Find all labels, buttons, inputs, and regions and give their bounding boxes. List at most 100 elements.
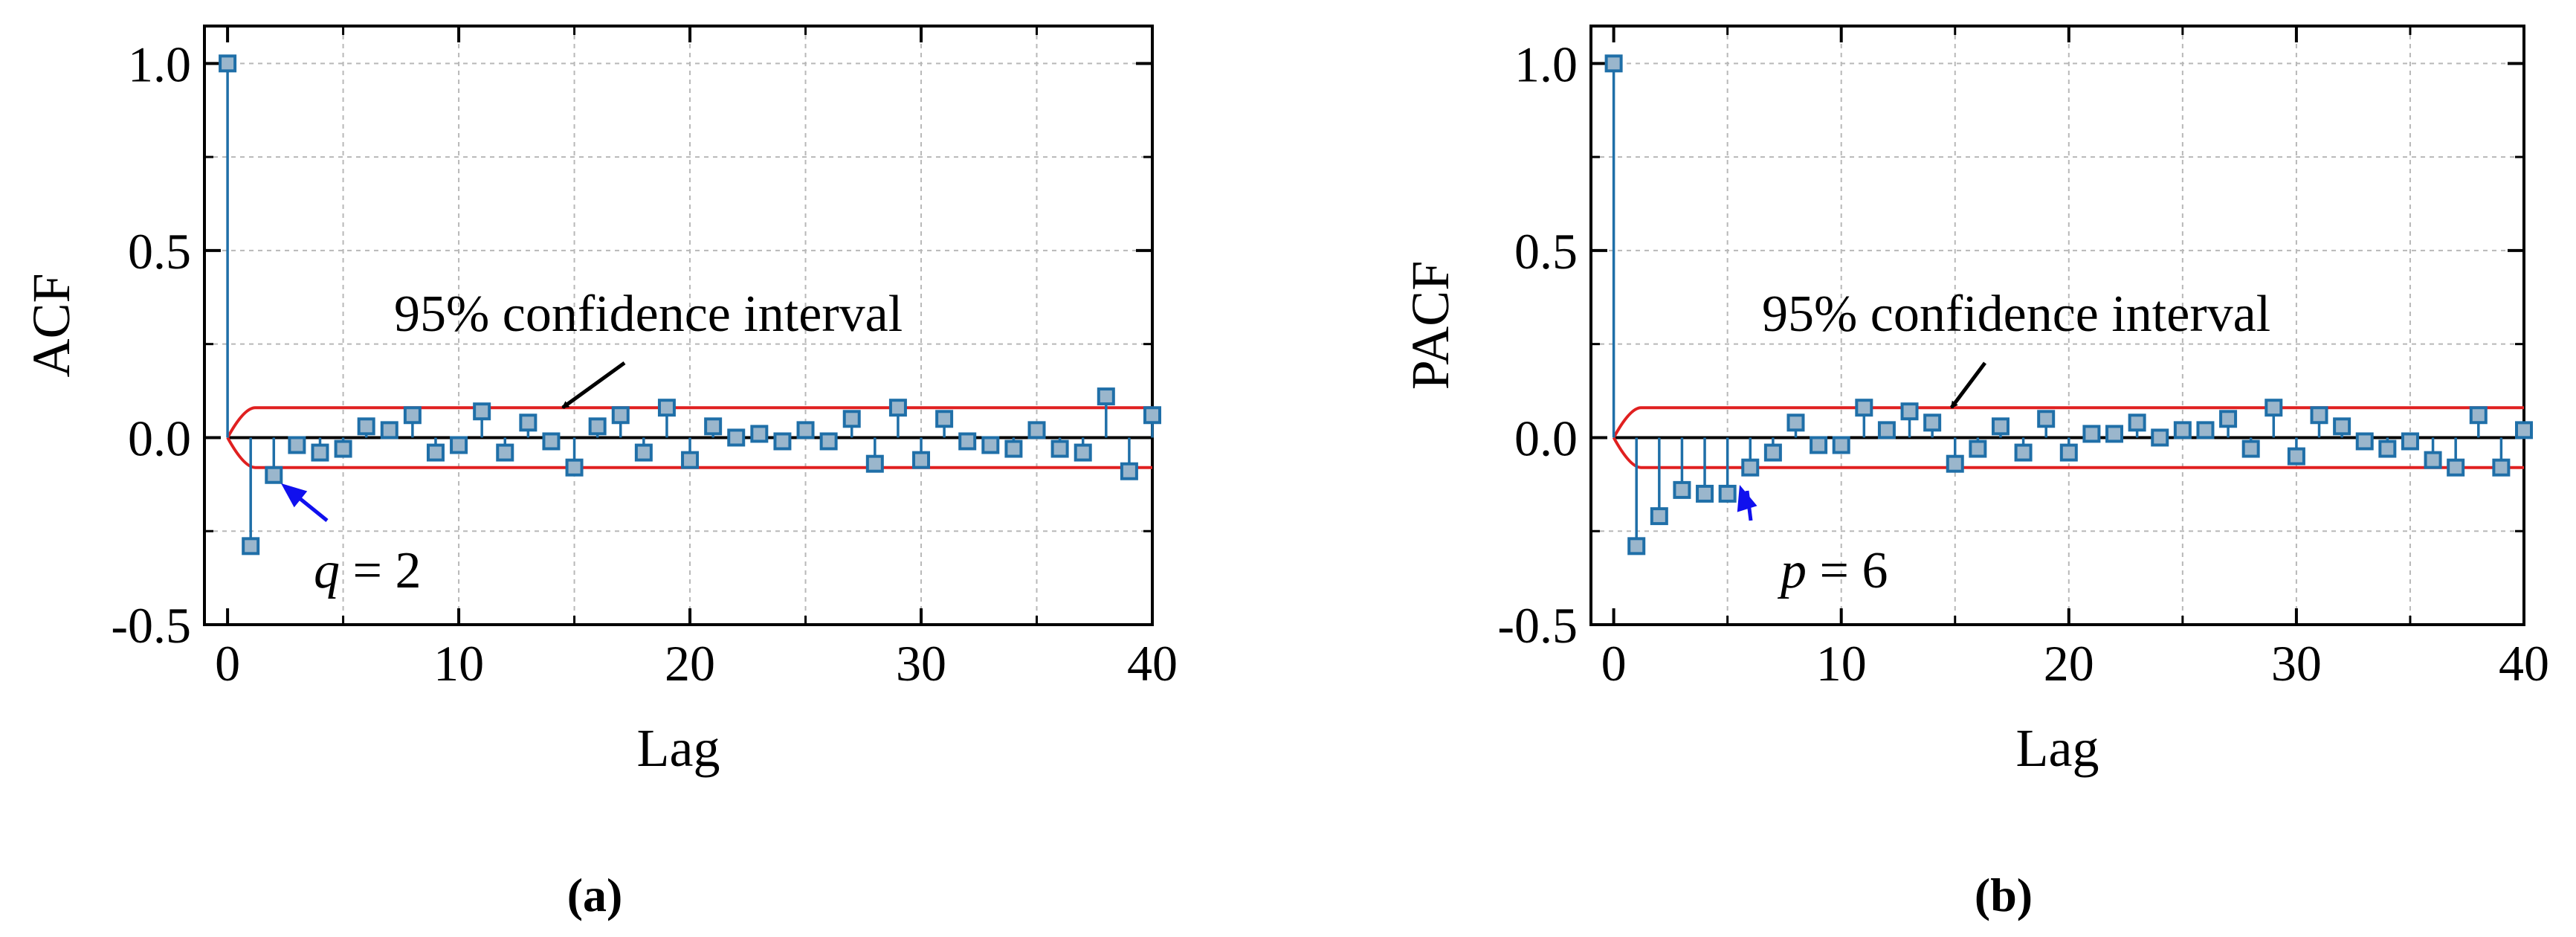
stem-marker <box>1991 417 2010 436</box>
stem-marker <box>219 54 237 73</box>
x-axis-label: Lag <box>2016 718 2099 778</box>
stem-marker <box>1004 439 1023 458</box>
stem-marker <box>1673 480 1691 499</box>
stem-marker <box>2310 406 2328 425</box>
stem-marker <box>2469 406 2488 425</box>
stem-marker <box>426 443 445 462</box>
stem-marker <box>2265 399 2283 417</box>
order-label: p = 6 <box>1777 542 1888 599</box>
plot-frame <box>1589 25 2525 626</box>
y-tick-label: 0.0 <box>1514 410 1578 466</box>
stem-marker <box>473 402 491 421</box>
stem-marker <box>842 410 861 428</box>
stem-marker <box>1741 458 1760 477</box>
stem-marker <box>2333 417 2351 436</box>
order-label: q = 2 <box>314 542 421 599</box>
stem-marker <box>2014 443 2033 462</box>
confidence-band-upper <box>226 406 1152 439</box>
stem-marker <box>1900 402 1919 421</box>
stem-marker <box>1696 484 1714 503</box>
order-label-value: = 6 <box>1807 542 1888 599</box>
order-arrow-head <box>1737 485 1757 512</box>
x-tick-label: 40 <box>2499 635 2549 692</box>
stem-marker <box>2378 439 2397 458</box>
order-label-variable: p <box>1777 542 1807 599</box>
y-axis-label: PACF <box>1401 261 1460 390</box>
stem-marker <box>727 428 746 447</box>
stem-marker <box>2128 413 2146 432</box>
stem-marker <box>634 443 653 462</box>
stem-marker <box>1627 537 1646 556</box>
stem-marker <box>2037 410 2056 428</box>
stem-marker <box>2059 443 2078 462</box>
confidence-arrow <box>1950 361 1986 409</box>
x-tick-label: 30 <box>2271 635 2322 692</box>
stem-marker <box>1650 507 1668 526</box>
y-tick-label: -0.5 <box>1497 597 1578 654</box>
y-tick-label: 0.5 <box>1514 223 1578 280</box>
x-axis-label: Lag <box>637 718 720 778</box>
stem-marker <box>611 406 630 425</box>
stem-marker <box>1120 462 1138 480</box>
order-label-value: = 2 <box>340 542 421 599</box>
stem-marker <box>2241 439 2260 458</box>
stem-marker <box>242 537 260 556</box>
x-tick-label: 0 <box>215 635 240 692</box>
stem-marker <box>2196 421 2215 439</box>
stem-marker <box>888 399 907 417</box>
stem-marker <box>2219 410 2238 428</box>
panel-label: (a) <box>567 869 623 921</box>
stem-marker <box>865 454 884 473</box>
x-tick-label: 20 <box>2044 635 2094 692</box>
stem-marker <box>1855 399 1873 417</box>
order-label-variable: q <box>314 542 340 599</box>
stem-marker <box>1946 454 1964 473</box>
stem-marker <box>288 436 306 454</box>
stem-marker <box>2515 421 2533 439</box>
stem-marker <box>1832 436 1850 454</box>
y-tick-label: 1.0 <box>128 36 191 92</box>
stem-marker <box>981 436 1000 454</box>
stem-marker <box>2355 432 2374 451</box>
stem-marker <box>311 443 329 462</box>
confidence-interval-annotation: 95% confidence interval <box>394 286 903 343</box>
x-tick-label: 20 <box>665 635 715 692</box>
stem-marker <box>912 451 931 469</box>
stem-marker <box>1050 439 1069 458</box>
y-tick-label: 1.0 <box>1514 36 1578 92</box>
stem-marker <box>1143 406 1161 425</box>
stem-marker <box>1027 421 1046 439</box>
confidence-arrow <box>561 361 626 410</box>
stem-marker <box>773 432 792 451</box>
confidence-band-lower <box>1612 437 2524 469</box>
stem-marker <box>2492 458 2511 477</box>
x-tick-label: 10 <box>433 635 484 692</box>
x-tick-label: 0 <box>1601 635 1627 692</box>
stem-marker <box>958 432 977 451</box>
order-arrow-head <box>281 483 308 508</box>
stem-marker <box>519 413 538 432</box>
plot-frame <box>203 25 1154 626</box>
chart-panel-a: 0 10 20 30 40 -0.5 0.0 0.5 1.0 Lag ACF 95% confiden… <box>22 25 1178 921</box>
stem-marker <box>704 417 723 436</box>
stem-marker <box>588 417 607 436</box>
stem-marker <box>2401 432 2419 451</box>
confidence-band-upper <box>1612 406 2524 439</box>
confidence-interval-annotation: 95% confidence interval <box>1762 286 2270 343</box>
stem-marker <box>542 432 561 451</box>
confidence-band-lower <box>226 437 1152 469</box>
x-tick-label: 10 <box>1816 635 1867 692</box>
stem-marker <box>403 406 422 425</box>
stem-marker <box>496 443 514 462</box>
stem-marker <box>2424 451 2442 469</box>
stem-marker <box>2447 458 2465 477</box>
stem-marker <box>1923 413 1942 432</box>
stem-marker <box>1763 443 1782 462</box>
stem-marker <box>1786 413 1805 432</box>
x-tick-label: 30 <box>896 635 946 692</box>
panel-label: (b) <box>1975 869 2033 921</box>
stem-marker <box>657 399 676 417</box>
stem-marker <box>1604 54 1623 73</box>
stem-marker <box>819 432 838 451</box>
